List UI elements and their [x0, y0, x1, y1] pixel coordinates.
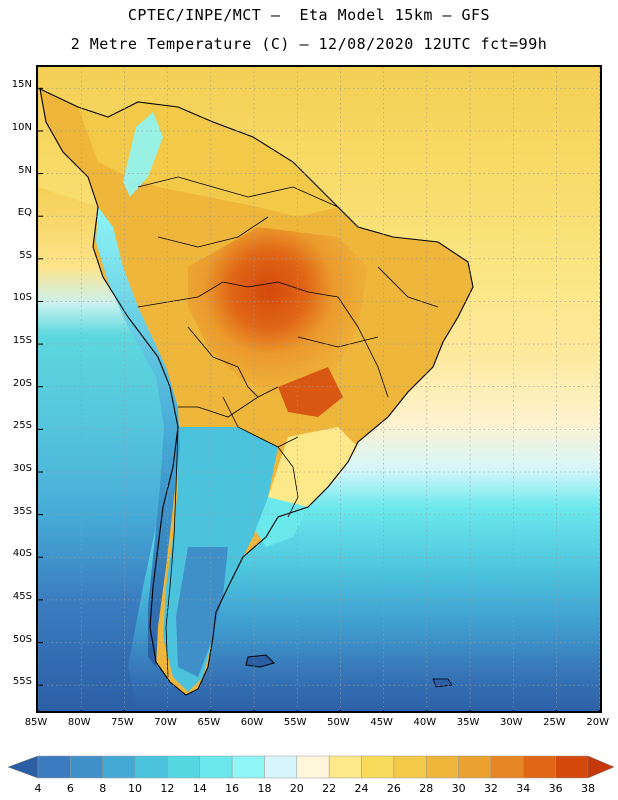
- colorbar-label: 30: [451, 782, 466, 795]
- colorbar-segment: [70, 755, 103, 779]
- colorbar-segment: [555, 755, 589, 779]
- colorbar-segment: [102, 755, 136, 779]
- hot-interior-field: [188, 227, 368, 407]
- latitude-label: 40S: [12, 548, 32, 560]
- colorbar-segment: [264, 755, 298, 779]
- colorbar-label: 22: [322, 782, 337, 795]
- colorbar-label: 16: [225, 782, 240, 795]
- colorbar-label: 34: [516, 782, 531, 795]
- south-america-land: [40, 89, 473, 695]
- colorbar-label: 8: [99, 782, 107, 795]
- longitude-label: 55W: [283, 717, 307, 728]
- colorbar-segment: [296, 755, 330, 779]
- longitude-label: 85W: [24, 717, 48, 728]
- border-line: [178, 386, 279, 418]
- colorbar-label: 12: [160, 782, 175, 795]
- latitude-label: 15S: [12, 335, 32, 347]
- border-line: [187, 326, 259, 398]
- map-title-line-2: 2 Metre Temperature (C) – 12/08/2020 12U…: [70, 35, 548, 53]
- colorbar-segments: [7, 755, 615, 779]
- colorbar-label: 38: [581, 782, 595, 795]
- border-line: [337, 296, 389, 398]
- longitude-label: 35W: [456, 717, 480, 728]
- latitude-label: 25S: [12, 420, 32, 432]
- longitude-label: 20W: [586, 717, 609, 728]
- frame-ticks: [38, 87, 600, 711]
- longitude-label: 65W: [197, 717, 221, 728]
- map-title-line-1: CPTEC/INPE/MCT – Eta Model 15km – GFS: [127, 6, 491, 24]
- border-line: [157, 216, 269, 248]
- latitude-label: 55S: [12, 676, 32, 688]
- latitude-label: 15N: [11, 79, 32, 91]
- colorbar-label: 20: [289, 782, 304, 795]
- latitude-label: 20S: [12, 377, 32, 389]
- colorbar-label: 6: [66, 782, 74, 795]
- longitude-label: 80W: [67, 717, 91, 728]
- colorbar-high-arrow: [587, 755, 615, 779]
- falkland-islands: [245, 654, 275, 668]
- longitude-label: 25W: [543, 717, 566, 728]
- colorbar-segment: [425, 755, 459, 779]
- colorbar-label: 28: [419, 782, 434, 795]
- colorbar-segment: [37, 755, 71, 779]
- temperature-map: [36, 65, 602, 713]
- colorbar-label: 14: [192, 782, 207, 795]
- latitude-label: EQ: [17, 207, 32, 219]
- colorbar-label: 36: [548, 782, 563, 795]
- colorbar-low-arrow: [7, 755, 39, 779]
- border-line: [137, 281, 339, 308]
- patagonia-field: [176, 547, 228, 677]
- longitude-label: 40W: [413, 717, 437, 728]
- latitude-label: 50S: [12, 633, 32, 645]
- country-borders: [137, 176, 439, 678]
- colorbar-segment: [328, 755, 362, 779]
- colorbar-segment: [199, 755, 233, 779]
- border-line: [297, 336, 379, 348]
- northern-andes-field: [123, 112, 163, 197]
- colorbar-segment: [523, 755, 556, 779]
- andes-cold-strip: [96, 207, 180, 667]
- colorbar-segment: [134, 755, 168, 779]
- border-line: [377, 266, 439, 308]
- colorbar: [7, 755, 615, 779]
- colorbar-label: 26: [386, 782, 401, 795]
- border-line: [222, 396, 299, 448]
- colorbar-segment: [490, 755, 524, 779]
- uruguay-field: [253, 497, 308, 547]
- border-line: [137, 176, 339, 208]
- map-canvas: [38, 67, 600, 711]
- latitude-label: 5N: [18, 164, 32, 176]
- coastline: [39, 88, 474, 696]
- longitude-label: 70W: [154, 717, 177, 728]
- latitude-label: 45S: [12, 590, 32, 602]
- longitude-label: 45W: [370, 717, 393, 728]
- colorbar-label: 32: [483, 782, 498, 795]
- latitude-label: 10S: [12, 292, 32, 304]
- colorbar-segment: [167, 755, 201, 779]
- colorbar-label: 18: [257, 782, 272, 795]
- border-line: [165, 426, 179, 678]
- latitude-label: 10N: [11, 121, 32, 133]
- longitude-label: 30W: [499, 717, 523, 728]
- colorbar-segment: [231, 755, 265, 779]
- colorbar-label: 4: [34, 782, 42, 795]
- colorbar-label: 24: [354, 782, 369, 795]
- colorbar-label: 10: [128, 782, 143, 795]
- hot-core-field: [278, 367, 343, 417]
- colorbar-segment: [361, 755, 395, 779]
- latitude-label: 35S: [12, 505, 32, 517]
- latitude-label: 30S: [12, 463, 32, 474]
- longitude-label: 50W: [327, 717, 350, 728]
- latitude-label: 5S: [19, 249, 32, 261]
- border-line: [277, 446, 299, 518]
- colorbar-segment: [393, 755, 427, 779]
- longitude-label: 75W: [111, 717, 134, 728]
- pacific-ocean-field: [38, 187, 178, 711]
- colorbar-segment: [458, 755, 492, 779]
- longitude-label: 60W: [240, 717, 264, 728]
- graticule: [38, 67, 600, 711]
